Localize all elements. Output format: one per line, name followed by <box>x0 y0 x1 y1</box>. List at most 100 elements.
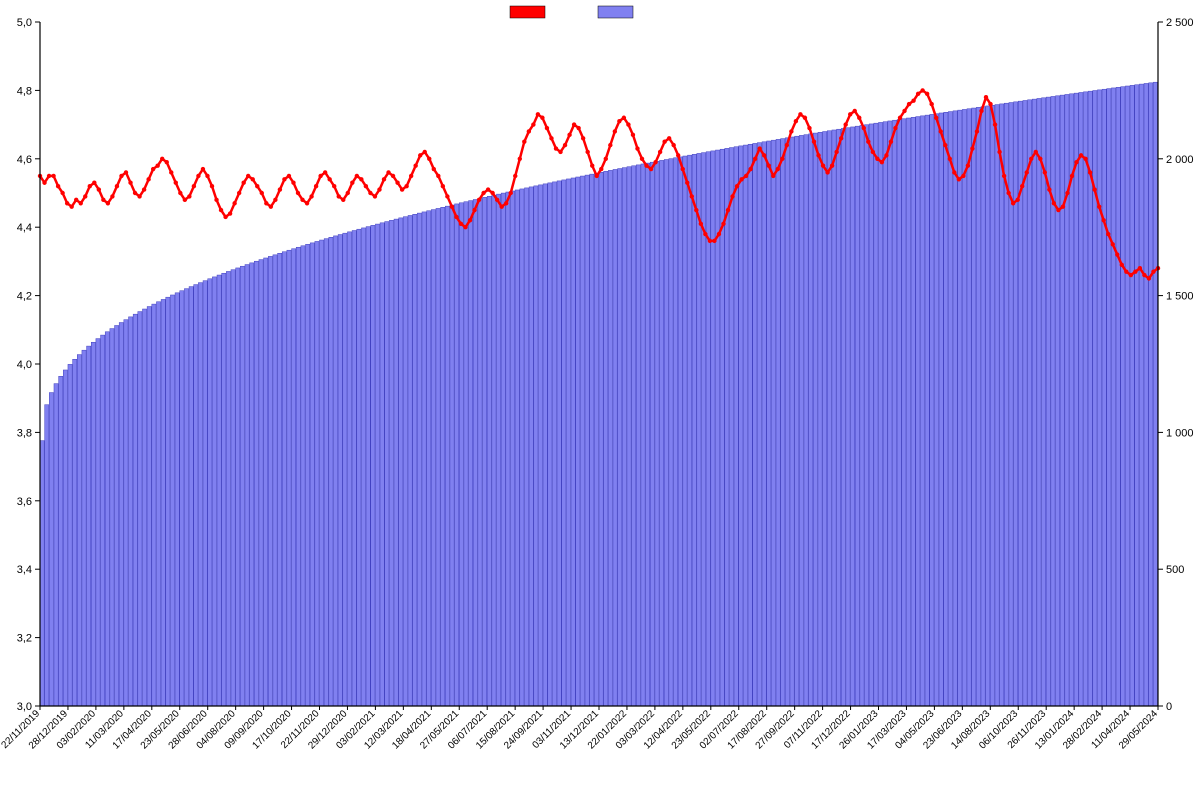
bar <box>981 107 985 706</box>
line-marker <box>273 198 277 202</box>
bar <box>962 109 966 706</box>
line-marker <box>92 181 96 185</box>
y-left-tick-label: 3,8 <box>17 427 32 439</box>
line-marker <box>42 181 46 185</box>
bar <box>534 186 538 706</box>
bar <box>152 304 156 706</box>
line-marker <box>884 153 888 157</box>
bar <box>170 295 174 706</box>
line-marker <box>816 153 820 157</box>
line-marker <box>893 126 897 130</box>
chart-svg: 3,03,23,43,63,84,04,24,44,64,85,005001 0… <box>0 0 1200 800</box>
line-marker <box>839 136 843 140</box>
bar <box>902 119 906 706</box>
bar <box>203 281 207 706</box>
bar <box>930 114 934 706</box>
line-marker <box>309 194 313 198</box>
y-left-tick-label: 4,0 <box>17 359 32 371</box>
line-marker <box>441 184 445 188</box>
line-marker <box>1101 218 1105 222</box>
line-marker <box>346 191 350 195</box>
line-marker <box>1124 269 1128 273</box>
line-marker <box>984 95 988 99</box>
bar <box>40 441 44 706</box>
line-marker <box>219 208 223 212</box>
line-marker <box>1043 170 1047 174</box>
bar <box>851 127 855 706</box>
bar <box>538 185 542 706</box>
line-marker <box>690 194 694 198</box>
line-marker <box>427 157 431 161</box>
line-marker <box>957 177 961 181</box>
y-right-tick-label: 2 000 <box>1166 154 1194 166</box>
bar <box>580 176 584 706</box>
bar <box>389 220 393 706</box>
line-marker <box>269 204 273 208</box>
line-marker <box>640 157 644 161</box>
bar <box>45 405 49 706</box>
line-marker <box>1129 273 1133 277</box>
y-right-tick-label: 2 500 <box>1166 17 1194 29</box>
line-marker <box>780 157 784 161</box>
bar <box>948 112 952 706</box>
line-marker <box>635 146 639 150</box>
line-marker <box>1088 170 1092 174</box>
line-marker <box>210 184 214 188</box>
line-marker <box>875 157 879 161</box>
bar <box>1056 96 1060 706</box>
line-marker <box>1047 187 1051 191</box>
line-marker <box>753 157 757 161</box>
line-marker <box>287 174 291 178</box>
line-marker <box>1020 184 1024 188</box>
line-marker <box>667 136 671 140</box>
bar <box>739 146 743 706</box>
bar <box>585 175 589 706</box>
bar <box>646 163 650 706</box>
bar <box>762 142 766 706</box>
bar <box>487 196 491 706</box>
bar <box>82 350 86 706</box>
bar <box>1042 98 1046 706</box>
bar <box>711 151 715 706</box>
bar <box>1060 95 1064 706</box>
line-marker <box>418 153 422 157</box>
line-marker <box>137 194 141 198</box>
line-marker <box>798 112 802 116</box>
line-marker <box>1006 191 1010 195</box>
line-marker <box>1133 269 1137 273</box>
bar <box>287 250 291 706</box>
bar <box>958 110 962 706</box>
line-marker <box>739 177 743 181</box>
line-marker <box>332 184 336 188</box>
bar <box>417 213 421 706</box>
bar <box>403 217 407 706</box>
bar <box>1074 93 1078 706</box>
bar <box>371 225 375 706</box>
line-marker <box>902 109 906 113</box>
line-marker <box>626 122 630 126</box>
bar <box>515 190 519 706</box>
line-marker <box>830 163 834 167</box>
bar <box>753 143 757 706</box>
line-marker <box>825 170 829 174</box>
y-right-tick-label: 1 000 <box>1166 427 1194 439</box>
bar <box>240 266 244 706</box>
bar <box>478 198 482 706</box>
bar <box>492 195 496 706</box>
bar <box>96 339 100 706</box>
line-marker <box>413 163 417 167</box>
line-marker <box>730 194 734 198</box>
bar <box>142 309 146 706</box>
line-marker <box>920 88 924 92</box>
bar <box>282 252 286 706</box>
bar <box>1116 87 1120 706</box>
line-marker <box>536 112 540 116</box>
line-marker <box>409 174 413 178</box>
bar <box>804 135 808 706</box>
bar <box>441 207 445 706</box>
bar <box>953 111 957 706</box>
line-marker <box>834 150 838 154</box>
bar <box>380 223 384 706</box>
line-marker <box>359 177 363 181</box>
line-marker <box>386 170 390 174</box>
